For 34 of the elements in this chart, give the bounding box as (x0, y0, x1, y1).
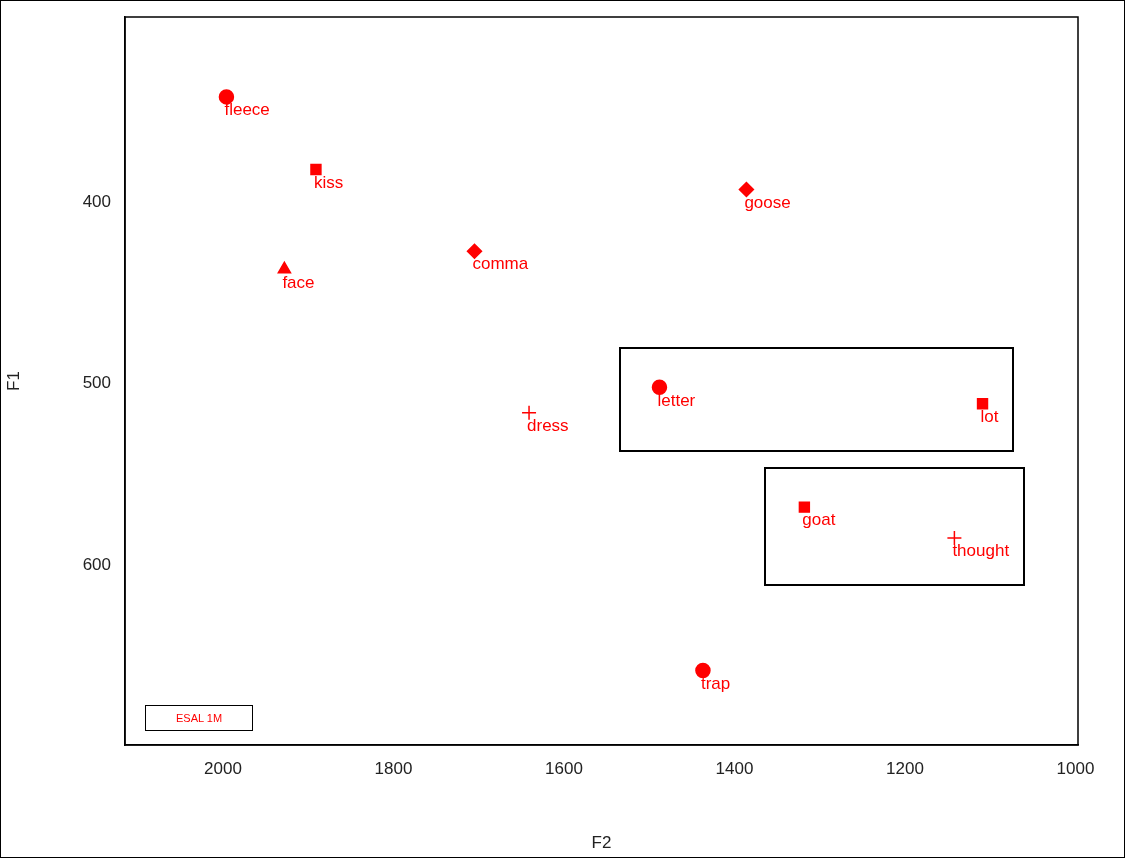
series-label: goose (744, 192, 791, 212)
y-tick-label: 400 (82, 191, 111, 211)
series-label: trap (700, 673, 731, 693)
x-axis-title: F2 (591, 833, 612, 853)
x-tick-label: 2000 (204, 758, 242, 778)
series-label: goat (802, 510, 836, 530)
series-label: letter (657, 390, 696, 410)
point (466, 243, 483, 259)
series-label: lot (980, 406, 999, 426)
y-tick-label: 500 (82, 373, 111, 393)
x-tick-label: 1200 (886, 758, 924, 778)
point (651, 379, 668, 396)
point (310, 163, 322, 176)
series-label: face (282, 272, 315, 292)
point (976, 397, 989, 410)
series-label: kiss (313, 172, 344, 192)
x-tick-label: 1000 (1056, 758, 1095, 778)
series-label: comma (472, 254, 529, 274)
legend-title: ESAL 1M (145, 705, 254, 731)
point (738, 181, 755, 198)
point (521, 405, 537, 421)
point (798, 501, 811, 513)
y-tick-label: 600 (82, 554, 111, 574)
point (946, 530, 963, 546)
y-axis-title: F1 (3, 371, 23, 391)
series-label: dress (527, 415, 569, 435)
point (277, 261, 292, 274)
series-label: fleece (224, 100, 270, 120)
series-label: thought (952, 541, 1010, 561)
point (218, 89, 235, 105)
x-tick-label: 1600 (545, 758, 583, 778)
point (695, 662, 711, 679)
x-tick-label: 1800 (374, 758, 413, 778)
x-tick-label: 1400 (715, 758, 754, 778)
